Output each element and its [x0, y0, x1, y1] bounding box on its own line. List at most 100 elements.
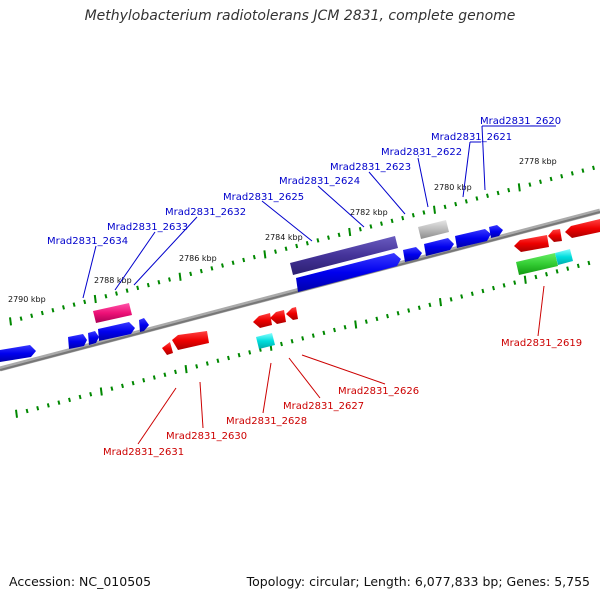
- gene-arrow[interactable]: [296, 253, 401, 292]
- scale-tick: [496, 190, 500, 196]
- forward-genes: [0, 220, 503, 362]
- gene-label-2634[interactable]: Mrad2831_2634: [47, 236, 128, 247]
- scale-tick: [517, 183, 521, 192]
- scale-tick: [570, 171, 574, 176]
- gene-arrow-2632[interactable]: [93, 303, 132, 323]
- kbp-label-2778: 2778 kbp: [519, 157, 557, 166]
- scale-tick: [99, 387, 103, 396]
- scale-tick: [157, 280, 161, 285]
- scale-tick: [502, 283, 506, 288]
- scale-tick: [237, 352, 241, 358]
- gene-label-2628[interactable]: Mrad2831_2628: [226, 416, 307, 427]
- kbp-label-2784: 2784 kbp: [265, 233, 303, 242]
- scale-tick: [337, 232, 341, 238]
- gene-label-2632[interactable]: Mrad2831_2632: [165, 207, 246, 218]
- scale-tick: [46, 403, 50, 408]
- gene-arrow[interactable]: [424, 238, 454, 256]
- kbp-label-2780: 2780 kbp: [434, 183, 472, 192]
- scale-tick: [486, 193, 489, 198]
- map-title: Methylobacterium radiotolerans JCM 2831,…: [84, 8, 516, 24]
- scale-tick: [401, 215, 405, 221]
- scale-tick: [252, 254, 256, 260]
- gene-label-2622[interactable]: Mrad2831_2622: [381, 147, 462, 158]
- scale-tick: [311, 333, 315, 338]
- scale-tick: [417, 305, 421, 310]
- gene-arrow-2628[interactable]: [256, 333, 275, 349]
- gene-label-2620[interactable]: Mrad2831_2620: [480, 116, 561, 127]
- gene-arrow[interactable]: [489, 225, 503, 238]
- gene-arrow[interactable]: [403, 247, 422, 262]
- scale-tick: [195, 364, 199, 369]
- scale-tick: [274, 249, 277, 254]
- scale-tick: [89, 392, 93, 397]
- gene-arrow[interactable]: [253, 313, 272, 328]
- scale-tick: [290, 338, 294, 344]
- gene-label-2623[interactable]: Mrad2831_2623: [330, 162, 411, 173]
- gene-arrow[interactable]: [514, 235, 549, 252]
- scale-tick: [439, 298, 442, 307]
- scale-tick: [216, 358, 220, 363]
- scale-tick: [481, 288, 485, 294]
- gene-arrow[interactable]: [98, 322, 135, 341]
- scale-tick: [322, 330, 326, 336]
- gene-label-2621[interactable]: Mrad2831_2621: [431, 132, 512, 143]
- scale-tick: [380, 221, 383, 226]
- gene-arrow[interactable]: [68, 334, 87, 349]
- scale-tick: [174, 369, 177, 375]
- scale-tick: [454, 201, 458, 207]
- scale-tick: [348, 227, 352, 237]
- gene-arrow[interactable]: [172, 331, 209, 350]
- scale-tick: [507, 187, 511, 193]
- tick-tracks: [9, 165, 595, 418]
- kbp-label-2790: 2790 kbp: [8, 295, 46, 304]
- scale-tick: [545, 271, 548, 277]
- scale-tick: [449, 297, 453, 302]
- scale-tick: [358, 227, 362, 232]
- gene-arrow[interactable]: [286, 307, 298, 320]
- gene-label-2626[interactable]: Mrad2831_2626: [338, 386, 419, 397]
- accession-text: Accession: NC_010505: [9, 574, 152, 589]
- gene-arrow[interactable]: [555, 249, 573, 265]
- gene-arrow-2622[interactable]: [418, 220, 449, 239]
- scale-tick: [460, 294, 464, 299]
- scale-tick: [168, 277, 171, 282]
- gene-arrow[interactable]: [162, 342, 173, 355]
- scale-tick: [386, 313, 389, 319]
- reverse-genes: [162, 219, 600, 355]
- scale-tick: [115, 291, 118, 296]
- scale-tick: [231, 260, 235, 265]
- gene-arrow[interactable]: [139, 318, 149, 332]
- scale-tick: [51, 307, 55, 313]
- scale-tick: [295, 243, 299, 249]
- scale-tick: [227, 355, 230, 361]
- gene-arrow[interactable]: [0, 345, 36, 362]
- scale-tick: [433, 205, 436, 214]
- scale-tick: [131, 380, 135, 386]
- gene-label-2633[interactable]: Mrad2831_2633: [107, 222, 188, 233]
- scale-tick: [242, 257, 246, 263]
- gene-label-2627[interactable]: Mrad2831_2627: [283, 401, 364, 412]
- scale-tick: [523, 275, 527, 284]
- gene-arrow[interactable]: [270, 310, 286, 324]
- gene-label-2630[interactable]: Mrad2831_2630: [166, 431, 247, 442]
- scale-tick: [327, 235, 330, 240]
- gene-arrow-2619[interactable]: [516, 253, 558, 275]
- gene-arrow[interactable]: [455, 229, 491, 248]
- gene-arrow[interactable]: [548, 229, 562, 242]
- gene-arrow[interactable]: [565, 219, 600, 238]
- gene-arrow[interactable]: [88, 331, 99, 345]
- scale-tick: [83, 299, 87, 305]
- scale-tick: [125, 288, 129, 293]
- scale-tick: [464, 199, 468, 204]
- gene-label-2631[interactable]: Mrad2831_2631: [103, 447, 184, 458]
- gene-label-2625[interactable]: Mrad2831_2625: [223, 192, 304, 203]
- forward-leader-lines: [82, 125, 556, 299]
- scale-tick: [57, 400, 61, 405]
- scale-tick: [25, 408, 29, 414]
- gene-arrow-2624[interactable]: [290, 236, 398, 275]
- gene-label-2624[interactable]: Mrad2831_2624: [279, 176, 360, 187]
- scale-tick: [443, 204, 447, 210]
- gene-label-2619[interactable]: Mrad2831_2619: [501, 338, 582, 349]
